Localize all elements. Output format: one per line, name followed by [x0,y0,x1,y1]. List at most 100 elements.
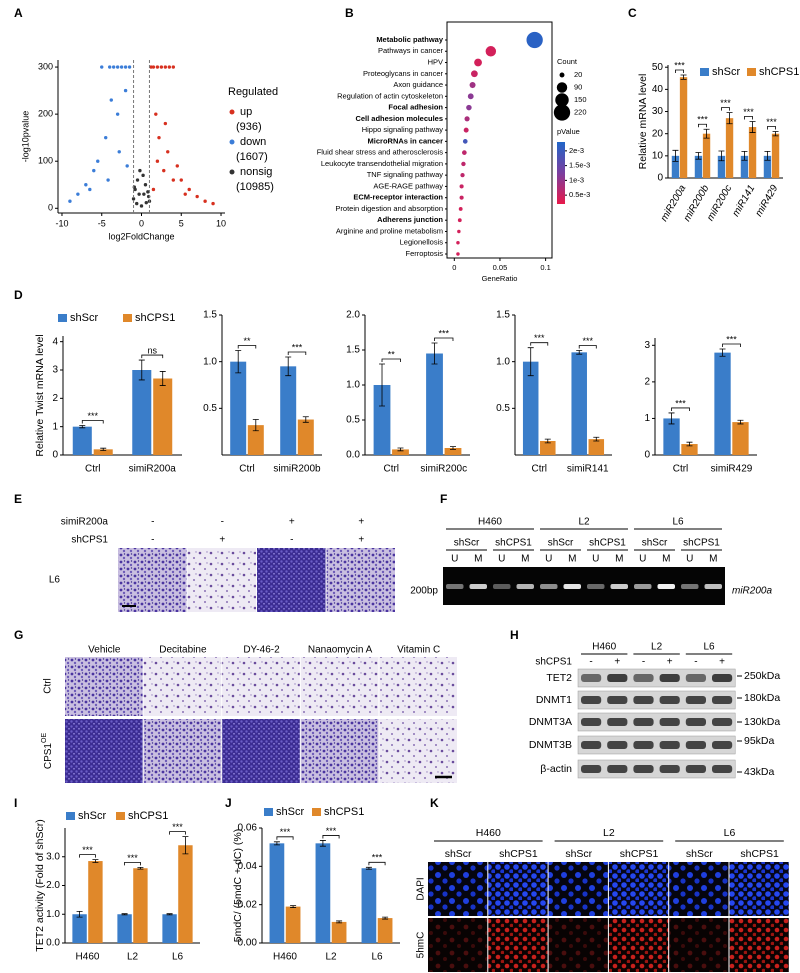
legend-swatch [66,812,75,820]
sign: - [151,535,154,546]
point [115,112,120,116]
error-bar [544,438,551,444]
bar [540,441,556,455]
legend-label: shCPS1 [324,806,364,818]
size-legend-label: 20 [574,70,582,79]
blot-band [659,674,680,682]
legend-swatch [700,68,709,76]
group-label: H460 [476,827,501,839]
point [141,173,145,178]
point [125,164,129,168]
fluorescence-image [488,918,548,972]
significance-bracket [322,835,340,839]
micrograph [65,719,143,783]
bar [132,370,152,455]
bar [717,155,726,178]
legend-label: up [240,106,252,118]
error-bar [76,910,83,918]
gel-band [634,584,652,589]
significance-bracket [79,854,96,858]
error-bar [576,350,583,355]
y-tick-label: 1.0 [496,356,510,367]
blot-band [712,718,733,726]
group-label: H460 [592,642,616,653]
significance: *** [292,342,303,352]
significance: ** [388,349,396,359]
blot-band [659,765,680,773]
dot [526,31,543,49]
subgroup-label: shScr [642,538,668,549]
panel-label: E [14,492,22,506]
marker-label: 95kDa [744,735,775,747]
micrograph [326,548,395,612]
blot-band [712,741,733,749]
legend-swatch [264,808,273,816]
micrograph [379,719,457,783]
category-label: Metabolic pathway [376,35,444,44]
panel-label: D [14,288,23,302]
point [117,150,121,154]
category-label: MicroRNAs in cancer [368,136,444,145]
gel-band [563,584,581,589]
legend-label: shScr [78,810,106,822]
y-tick-label: 2 [52,393,58,404]
legend-label: shCPS1 [759,66,799,78]
error-bar [686,441,693,447]
error-bar [138,359,145,381]
gel-band [493,584,511,589]
panel-label: K [430,796,439,810]
gel-band [657,584,675,589]
category-label: Axon guidance [393,80,443,89]
significance-bracket [530,342,549,346]
y-tick-label: 3 [644,340,650,351]
y-tick-label: 0.0 [46,938,60,949]
legend-label: down [240,136,266,148]
marker-label: 43kDa [744,766,775,778]
protein-label: DNMT1 [536,694,572,706]
bar [732,422,749,455]
y-tick-label: 1.0 [46,909,60,920]
x-tick-label: simiR200b [273,464,321,475]
gel-band [704,584,722,589]
point [151,65,156,69]
condition-label: shCPS1 [535,657,572,668]
point [68,199,72,203]
row-label: L6 [49,575,61,586]
gel-band [516,584,534,589]
error-bar [121,913,128,916]
blot-strip [577,690,736,710]
point [111,65,116,69]
significance-bracket [169,831,186,835]
y-tick-label: 0 [52,450,58,461]
x-tick-label: 0.1 [540,263,550,272]
y-tick-label: 300 [38,61,53,71]
point [171,65,176,69]
error-bar [182,836,189,855]
micrograph [257,548,326,612]
error-bar [593,436,600,442]
color-legend-title: pValue [557,127,580,136]
error-bar [319,840,326,847]
dot [459,184,464,189]
dot [457,218,462,223]
y-tick-label: 10 [652,150,664,161]
marker-label: 130kDa [744,716,780,728]
error-bar [737,419,744,425]
panel-label: F [440,492,447,506]
error-bar [703,128,710,139]
blot-strip [577,668,736,688]
blot-band [685,741,706,749]
category-label: AGE-RAGE pathway [373,181,443,190]
error-bar [336,920,343,924]
legend-count: (10985) [236,181,274,193]
error-bar [166,913,173,916]
point [179,178,183,182]
x-tick-label: L2 [325,952,337,963]
bar [88,861,103,943]
y-tick-label: 3 [52,365,58,376]
x-tick-label: 0.05 [493,263,508,272]
significance-bracket [698,123,707,128]
significance-bracket [81,420,104,424]
subgroup-label: shScr [686,848,713,860]
y-tick-label: 100 [38,156,53,166]
